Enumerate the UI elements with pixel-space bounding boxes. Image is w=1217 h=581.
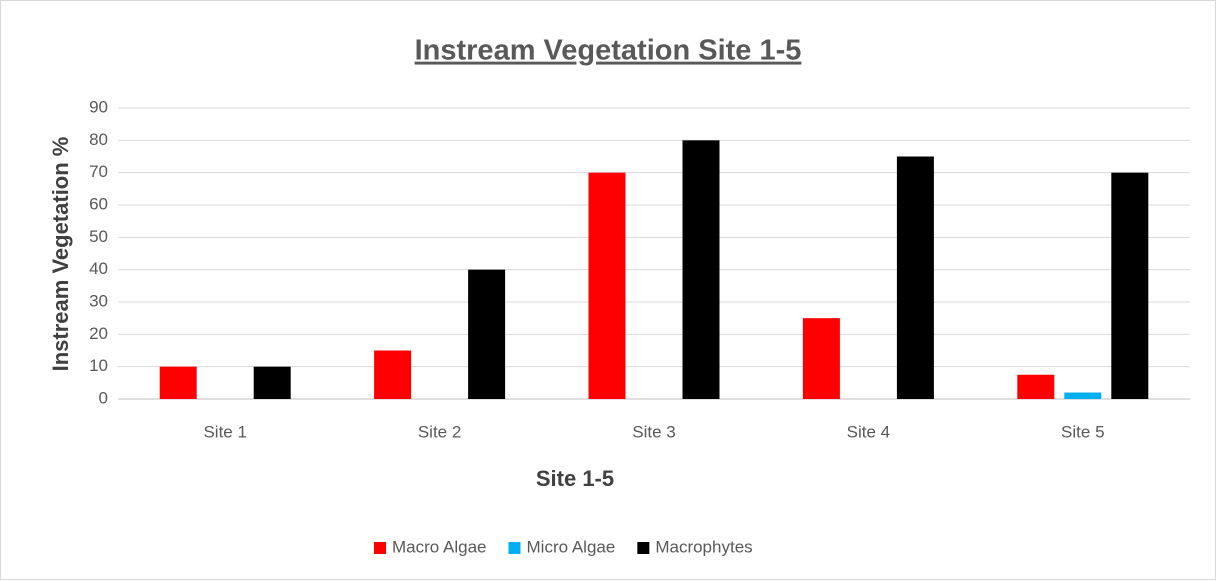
y-tick-label: 0 xyxy=(99,388,108,407)
bar xyxy=(374,350,412,399)
y-tick-label: 30 xyxy=(89,291,108,310)
x-tick-label: Site 3 xyxy=(632,422,675,441)
bar xyxy=(588,172,626,399)
bar xyxy=(159,366,197,399)
bar xyxy=(682,140,720,400)
bar xyxy=(1017,374,1055,399)
bar xyxy=(1064,392,1102,399)
legend-label: Macro Algae xyxy=(392,537,487,556)
y-tick-label: 50 xyxy=(89,227,108,246)
y-tick-label: 20 xyxy=(89,324,108,343)
y-tick-label: 10 xyxy=(89,356,108,375)
bar xyxy=(802,318,840,399)
legend-label: Micro Algae xyxy=(527,537,616,556)
x-tick-label: Site 4 xyxy=(847,422,890,441)
chart-title: Instream Vegetation Site 1-5 xyxy=(415,35,802,67)
legend-swatch xyxy=(374,542,386,554)
bar xyxy=(253,366,291,399)
y-tick-label: 90 xyxy=(89,97,108,116)
x-tick-label: Site 5 xyxy=(1061,422,1104,441)
y-axis-title: Instream Vegetation % xyxy=(48,137,73,372)
y-tick-label: 70 xyxy=(89,162,108,181)
legend-swatch xyxy=(637,542,650,554)
bar xyxy=(896,156,934,399)
x-axis-title: Site 1-5 xyxy=(536,466,614,491)
legend-swatch xyxy=(508,542,521,554)
bar xyxy=(468,269,506,399)
x-tick-label: Site 1 xyxy=(203,422,246,441)
y-tick-label: 80 xyxy=(89,130,108,149)
x-tick-label: Site 2 xyxy=(418,422,461,441)
y-tick-label: 60 xyxy=(89,194,108,213)
legend-label: Macrophytes xyxy=(655,537,752,556)
y-tick-label: 40 xyxy=(89,259,108,278)
bar xyxy=(1111,172,1149,399)
